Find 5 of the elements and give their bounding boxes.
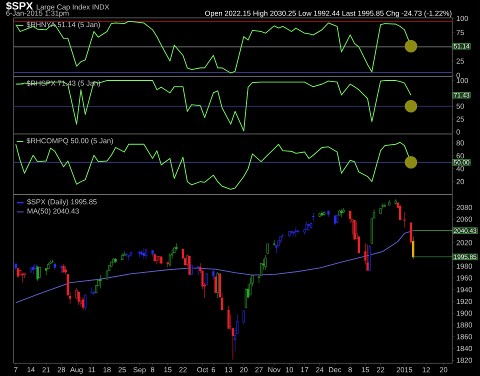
candlestick [318, 212, 321, 216]
candlestick [412, 236, 414, 260]
candlestick [110, 262, 112, 266]
candlestick [358, 236, 360, 253]
chart-title: $SPX [6, 2, 33, 10]
